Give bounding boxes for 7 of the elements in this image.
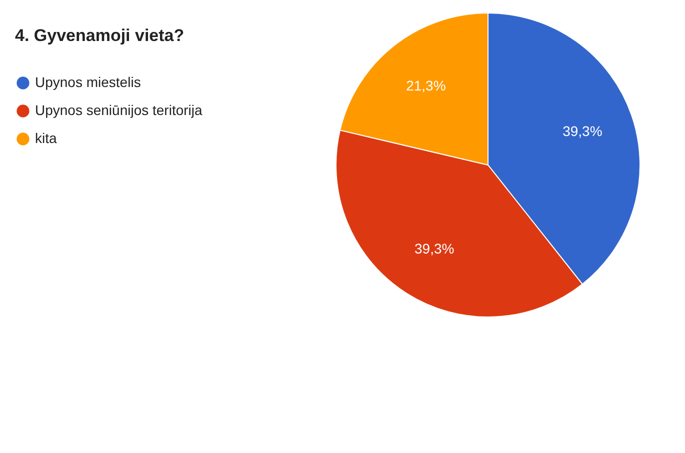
legend-label: Upynos miestelis [35,74,141,90]
data-label: 39,3% [562,123,602,140]
data-label: 39,3% [414,240,454,256]
text: 4. Gyvenamoji vieta? [15,26,184,45]
legend-label: Upynos seniūnijos teritorija [35,102,203,118]
legend-label: kita [35,130,57,146]
data-label: 21,3% [406,78,446,94]
